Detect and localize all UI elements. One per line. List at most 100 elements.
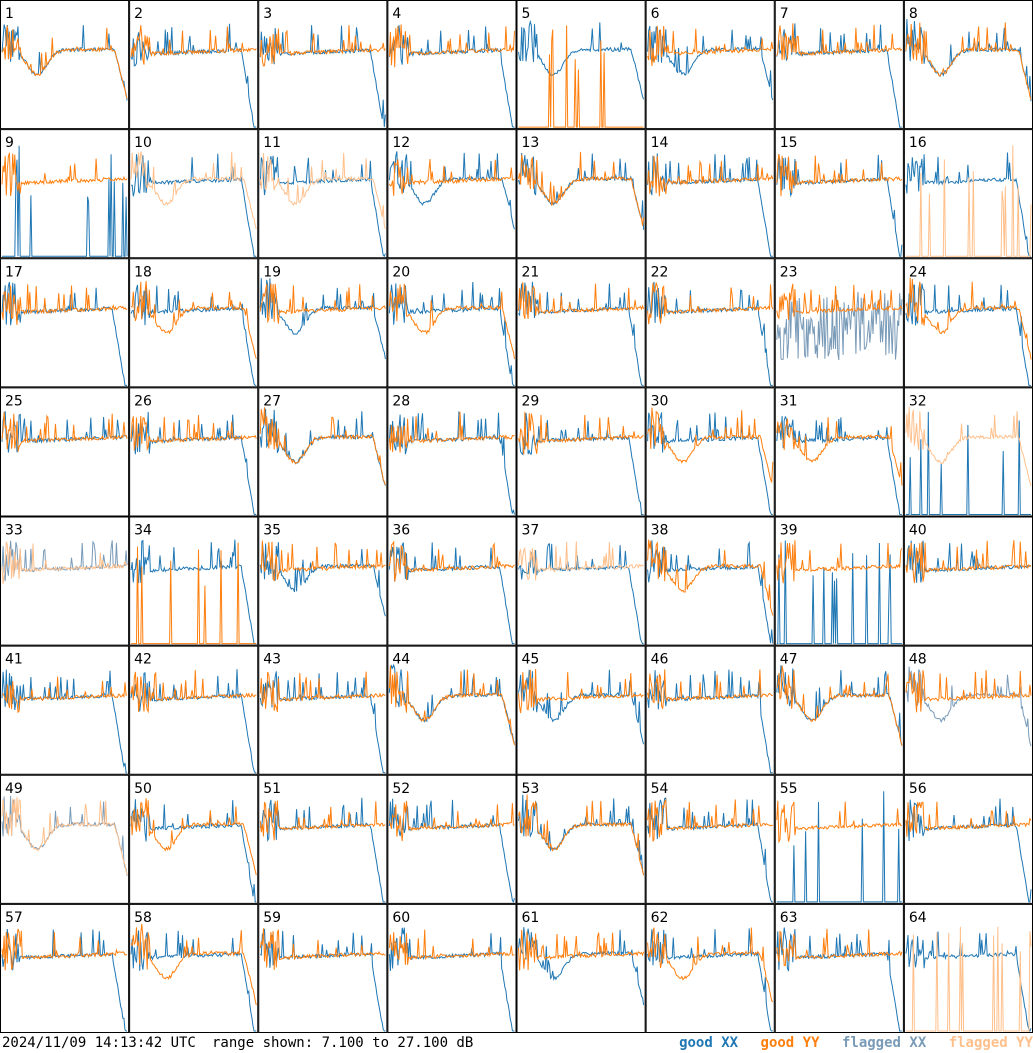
series-xx-line [388,281,515,386]
series-xx-line [776,791,902,903]
panel-53: 53 [516,774,646,904]
panel-frame [129,258,259,388]
series-yy-line [259,283,386,324]
panel-label: 33 [5,523,23,539]
series-xx-line [518,794,645,875]
series-yy-line [776,540,903,584]
panel-44: 44 [387,645,517,775]
series-xx-line [518,281,644,386]
series-yy-line [518,929,645,971]
series-yy-line [776,800,902,844]
panel-label: 16 [909,135,927,151]
panel-label: 63 [780,910,798,926]
panel-label: 34 [134,523,152,539]
panel-38: 38 [645,516,775,646]
series-yy-line [259,671,386,713]
panel-frame [0,258,130,388]
series-xx-line [776,23,902,128]
panel-label: 54 [651,781,669,797]
series-yy-line [518,541,644,581]
series-yy-line [776,417,903,486]
panel-label: 15 [780,135,798,151]
panel-60: 60 [387,903,517,1033]
panel-frame [0,774,130,904]
panel-frame [645,258,775,388]
legend: good XX good YY flagged XX flagged YY [665,1033,1033,1053]
panel-label: 12 [392,135,410,151]
panel-frame [129,0,259,130]
panel-61: 61 [516,903,646,1033]
panel-frame [516,0,646,130]
panel-frame [645,0,775,130]
panel-28: 28 [387,387,517,517]
series-xx-line [905,666,1032,747]
series-xx-line [905,282,1031,386]
panel-49: 49 [0,774,130,904]
panel-frame [0,645,130,775]
series-xx-line [130,669,257,774]
series-yy-line [1,928,128,971]
panel-label: 18 [134,264,152,280]
series-xx-line [647,540,774,644]
panel-label: 29 [522,393,540,409]
series-yy-line [647,798,773,842]
panel-label: 28 [392,393,410,409]
panel-frame [645,774,775,904]
panel-62: 62 [645,903,775,1033]
panel-frame [129,387,259,517]
panel-frame [387,774,517,904]
panel-frame [774,258,904,388]
panel-label: 39 [780,523,798,539]
panel-13: 13 [516,129,646,259]
panel-64: 64 [903,903,1033,1033]
panel-label: 25 [5,393,23,409]
series-yy-line [388,540,515,582]
series-yy-line [518,794,645,876]
panel-frame [0,387,130,517]
panel-frame [387,258,517,388]
series-yy-line [1,284,128,325]
panel-label: 22 [651,264,669,280]
series-xx-line [518,19,645,100]
series-yy-line [388,929,515,965]
series-yy-line [1,411,128,452]
series-xx-line [388,927,515,1032]
panel-frame [516,774,646,904]
panel-frame [387,645,517,775]
legend-good-xx: good XX [679,1035,739,1051]
panel-26: 26 [129,387,259,517]
series-xx-line [1,540,128,582]
panel-label: 3 [263,6,272,22]
panel-label: 37 [522,523,540,539]
series-xx-line [776,291,903,361]
panel-51: 51 [258,774,388,904]
panel-frame [0,129,130,259]
panel-21: 21 [516,258,646,388]
panel-46: 46 [645,645,775,775]
series-yy-line [1,676,128,714]
series-yy-line [388,665,515,746]
panel-label: 23 [780,264,798,280]
panel-17: 17 [0,258,130,388]
panel-label: 49 [5,781,23,797]
series-yy-line [259,928,386,970]
panel-frame [516,516,646,646]
panel-label: 6 [651,6,660,22]
panel-15: 15 [774,129,904,259]
series-xx-line [130,539,257,645]
series-yy-line [647,282,774,325]
panel-frame [387,129,517,259]
panel-9: 9 [0,129,130,259]
series-yy-line [259,152,386,229]
panel-label: 41 [5,652,23,668]
panel-frame [774,645,904,775]
series-yy-line [130,25,257,65]
series-xx-line [647,25,774,101]
panel-label: 38 [651,523,669,539]
series-yy-line [518,668,644,714]
panel-frame [0,903,130,1033]
timestamp: 2024/11/09 14:13:42 UTC [2,1035,196,1051]
series-yy-line [518,411,644,455]
panel-label: 19 [263,264,281,280]
series-xx-line [905,540,1032,583]
